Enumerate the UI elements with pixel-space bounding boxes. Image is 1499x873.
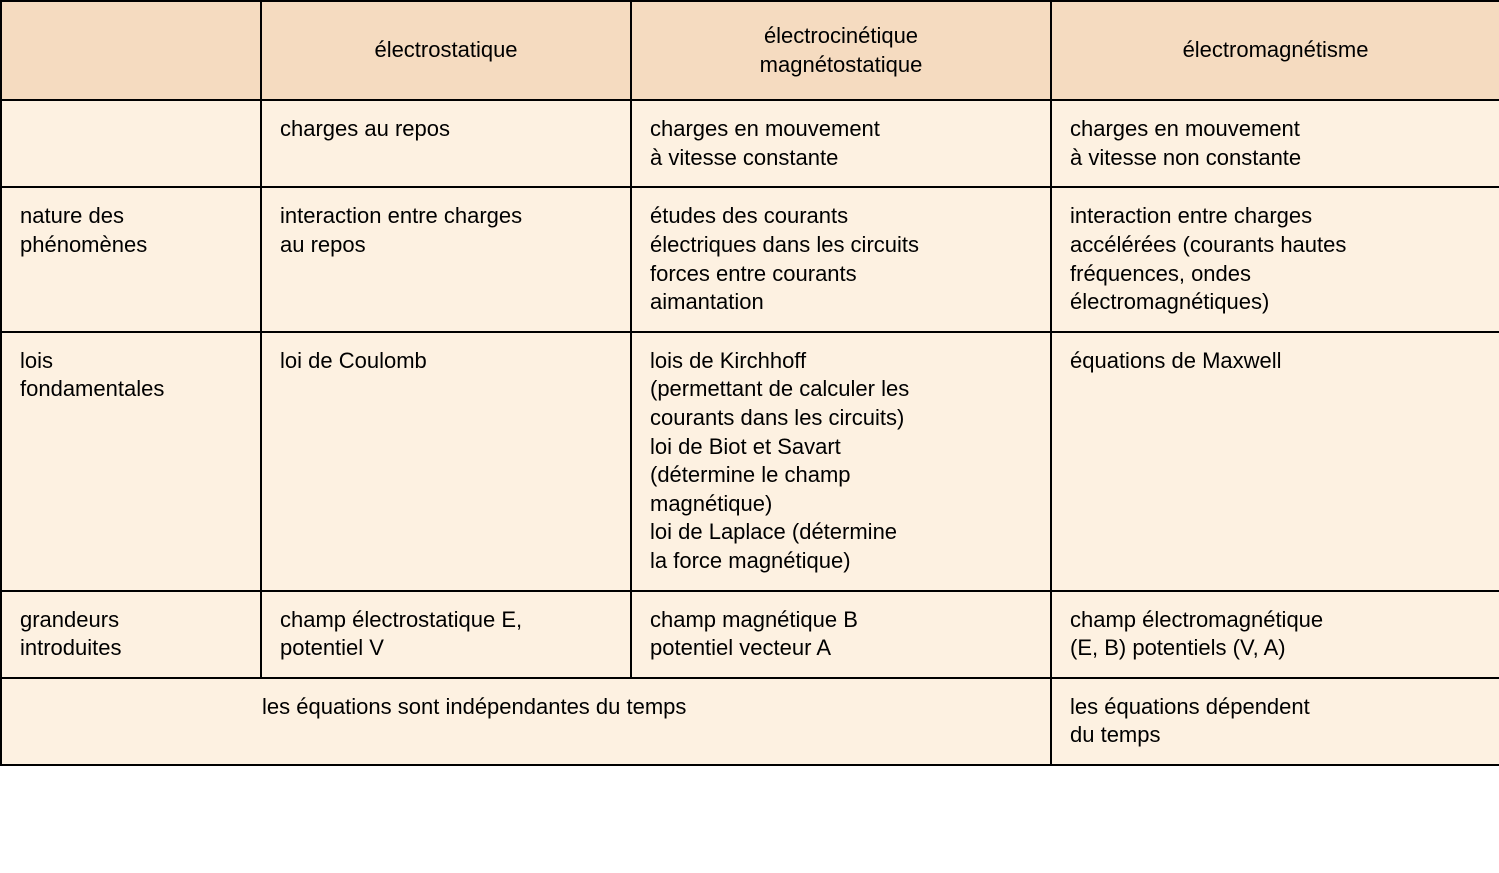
row-label-lois: loisfondamentales	[1, 332, 261, 591]
row-label-grandeurs: grandeursintroduites	[1, 591, 261, 678]
cell-temps-independent: les équations sont indépendantes du temp…	[1, 678, 1051, 765]
cell-grandeurs-electrocinetique: champ magnétique Bpotentiel vecteur A	[631, 591, 1051, 678]
header-electromagnetisme: électromagnétisme	[1051, 1, 1499, 100]
cell-temps-dependent: les équations dépendentdu temps	[1051, 678, 1499, 765]
cell-nature-electromagnetisme: interaction entre chargesaccélérées (cou…	[1051, 187, 1499, 331]
table-row: grandeursintroduites champ électrostatiq…	[1, 591, 1499, 678]
header-electrostatique: électrostatique	[261, 1, 631, 100]
header-attribute	[1, 1, 261, 100]
table-row: les équations sont indépendantes du temp…	[1, 678, 1499, 765]
table-header-row: électrostatique électrocinétiquemagnétos…	[1, 1, 1499, 100]
cell-lois-electrocinetique: lois de Kirchhoff(permettant de calculer…	[631, 332, 1051, 591]
electricity-domains-table: électrostatique électrocinétiquemagnétos…	[0, 0, 1499, 766]
row-label-nature: nature desphénomènes	[1, 187, 261, 331]
row-label-charges	[1, 100, 261, 187]
cell-nature-electrocinetique: études des courantsélectriques dans les …	[631, 187, 1051, 331]
table-row: charges au repos charges en mouvementà v…	[1, 100, 1499, 187]
cell-charges-electrocinetique: charges en mouvementà vitesse constante	[631, 100, 1051, 187]
table-row: nature desphénomènes interaction entre c…	[1, 187, 1499, 331]
cell-lois-electromagnetisme: équations de Maxwell	[1051, 332, 1499, 591]
cell-charges-electrostatique: charges au repos	[261, 100, 631, 187]
cell-nature-electrostatique: interaction entre chargesau repos	[261, 187, 631, 331]
table-row: loisfondamentales loi de Coulomb lois de…	[1, 332, 1499, 591]
cell-grandeurs-electrostatique: champ électrostatique E,potentiel V	[261, 591, 631, 678]
cell-grandeurs-electromagnetisme: champ électromagnétique(E, B) potentiels…	[1051, 591, 1499, 678]
header-electrocinetique: électrocinétiquemagnétostatique	[631, 1, 1051, 100]
cell-lois-electrostatique: loi de Coulomb	[261, 332, 631, 591]
cell-charges-electromagnetisme: charges en mouvementà vitesse non consta…	[1051, 100, 1499, 187]
